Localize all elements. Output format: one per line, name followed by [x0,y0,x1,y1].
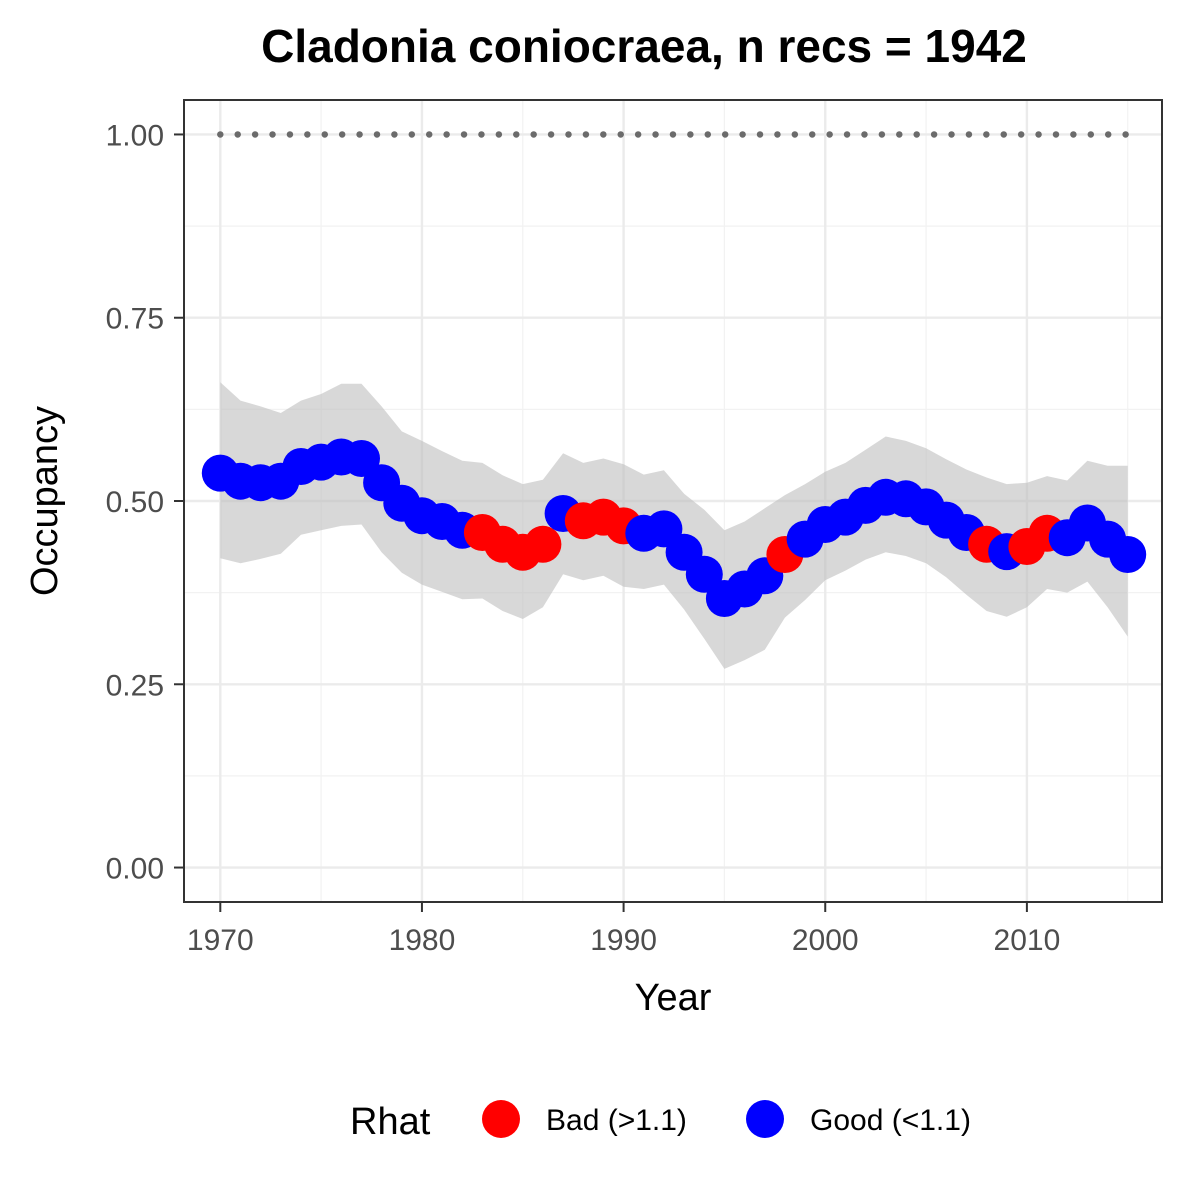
chart-title: Cladonia coniocraea, n recs = 1942 [261,20,1027,72]
y-axis-title: Occupancy [24,406,66,596]
x-tick-label: 2000 [792,924,859,957]
data-point-good [1109,536,1147,573]
y-tick-label: 0.50 [106,486,164,519]
legend-label-good: Good (<1.1) [810,1104,971,1137]
legend-key-bad [482,1100,520,1138]
legend-label-bad: Bad (>1.1) [546,1104,687,1137]
x-tick-label: 2010 [994,924,1061,957]
x-axis: 1970 1980 1990 2000 2010 [187,902,1060,957]
x-tick-label: 1970 [187,924,254,957]
x-axis-title: Year [635,977,712,1019]
y-tick-label: 0.00 [106,853,164,886]
legend-key-good [746,1100,784,1138]
y-tick-label: 0.75 [106,303,164,336]
x-tick-label: 1990 [590,924,657,957]
x-tick-label: 1980 [389,924,456,957]
legend: Rhat Bad (>1.1) Good (<1.1) [350,1100,971,1143]
y-axis: 0.00 0.25 0.50 0.75 1.00 [106,119,184,886]
occupancy-points-layer [201,438,1147,617]
legend-title: Rhat [350,1101,431,1143]
data-point-bad [524,525,562,563]
y-tick-label: 1.00 [106,119,164,152]
y-tick-label: 0.25 [106,669,164,702]
